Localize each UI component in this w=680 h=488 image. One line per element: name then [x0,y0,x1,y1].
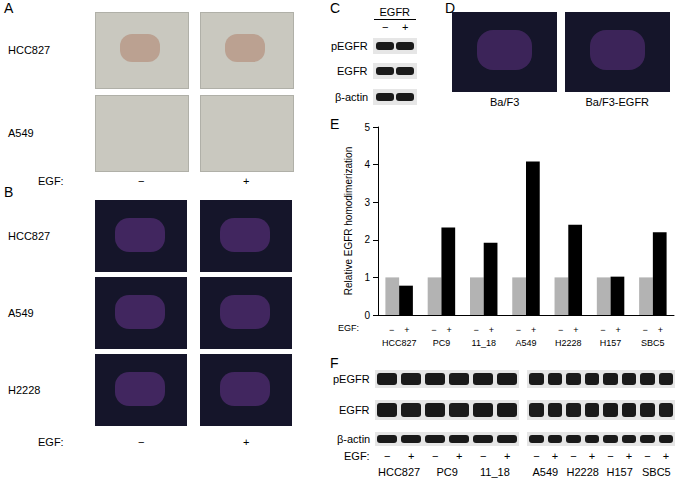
html-text:EGFR: EGFR [379,6,411,18]
svg-text:3: 3 [364,197,370,208]
html-text:PC9: PC9 [436,466,458,478]
svg-text:4: 4 [364,159,370,170]
svg-text:− +: − + [558,325,579,335]
html-text:Ba/F3-EGFR: Ba/F3-EGFR [585,96,650,108]
svg-text:EGF:: EGF: [338,323,359,333]
svg-text:− +: − + [600,325,621,335]
svg-text:11_18: 11_18 [472,338,496,348]
svg-text:A549: A549 [515,338,536,348]
html-text:D: D [445,0,456,16]
html-text:H2228: H2228 [566,466,599,478]
html-text:EGFR: EGFR [339,404,370,416]
svg-text:SBC5: SBC5 [641,338,665,348]
svg-text:H157: H157 [600,338,622,348]
svg-text:2: 2 [364,234,370,245]
html-text:H2228: H2228 [8,384,41,396]
svg-text:Relative EGFR homodimerization: Relative EGFR homodimerization [343,147,354,295]
html-text:pEGFR: pEGFR [333,373,370,385]
svg-text:− +: − + [431,325,452,335]
html-text:11_18: 11_18 [480,466,510,478]
svg-text:0: 0 [364,310,370,321]
html-text:B: B [4,184,14,200]
html-text:HCC827: HCC827 [8,230,51,242]
html-text:HCC827: HCC827 [378,466,421,478]
html-text:EGF:: EGF: [38,175,64,187]
html-text:E: E [330,116,340,132]
html-text:A549: A549 [532,466,559,478]
html-text:A: A [4,0,14,16]
svg-text:− +: − + [516,325,537,335]
html-text:A549: A549 [8,126,34,139]
html-text:Ba/F3: Ba/F3 [490,96,520,108]
html-text:F: F [330,355,339,371]
html-text:C: C [330,0,341,16]
html-text:H157: H157 [606,466,633,478]
svg-text:HCC827: HCC827 [382,338,417,348]
html-text:A549: A549 [8,307,34,319]
html-text:EGFR: EGFR [337,65,368,77]
svg-text:− +: − + [389,325,410,335]
svg-text:5: 5 [364,122,370,133]
html-text:EGF:: EGF: [38,436,64,448]
html-text:β-actin: β-actin [337,433,371,445]
svg-text:1: 1 [364,272,370,283]
svg-text:H2228: H2228 [555,338,582,348]
html-text:SBC5: SBC5 [642,466,671,478]
html-text:pEGFR: pEGFR [331,40,368,52]
html-text:β-actin: β-actin [335,91,369,103]
svg-text:− +: − + [473,325,494,335]
html-text:EGF:: EGF: [344,450,370,462]
svg-text:PC9: PC9 [433,338,451,348]
svg-text:− +: − + [643,325,664,335]
html-text:HCC827: HCC827 [8,43,51,56]
